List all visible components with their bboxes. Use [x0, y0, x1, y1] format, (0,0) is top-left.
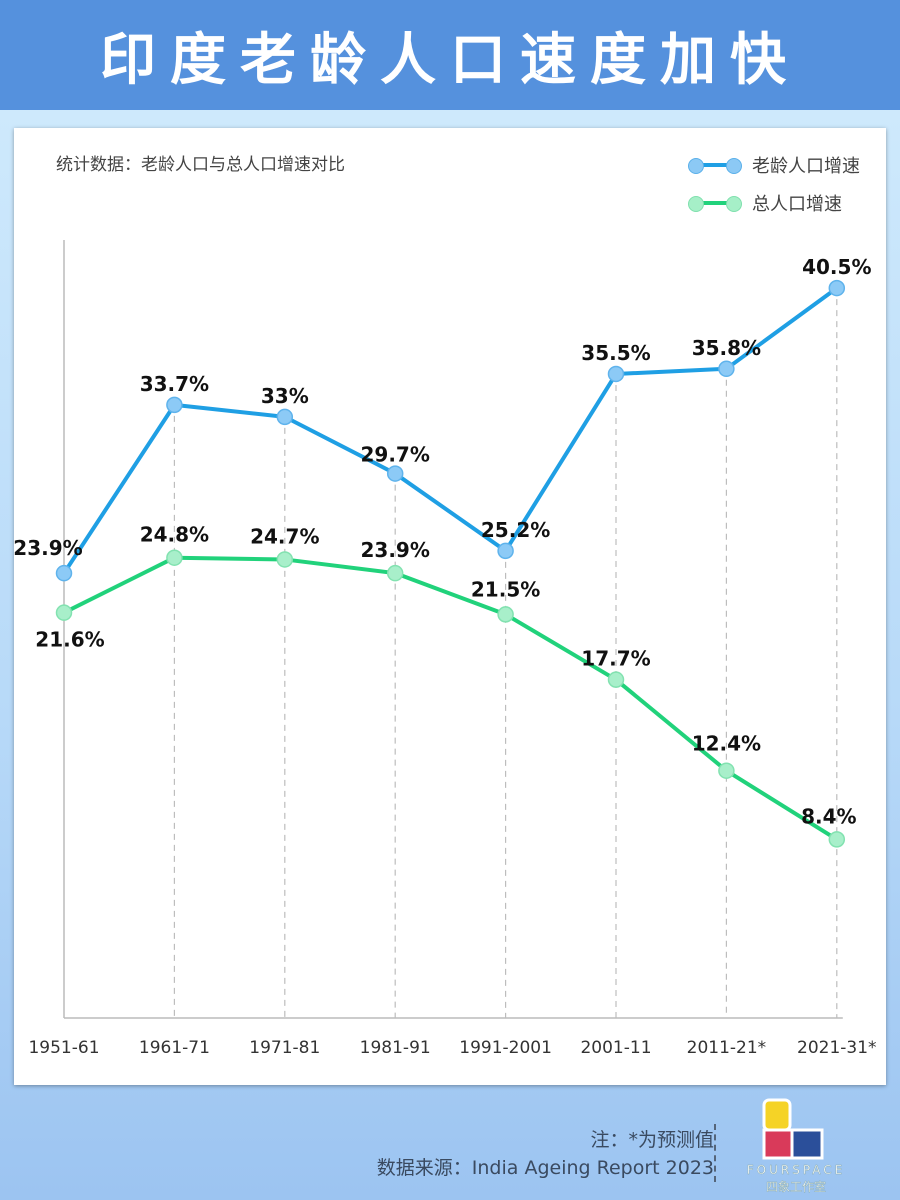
data-point: [607, 365, 625, 383]
x-tick-label: 1951-61: [28, 1038, 99, 1058]
header-banner: 印度老龄人口速度加快: [0, 0, 900, 110]
data-point: [497, 606, 514, 623]
footer-divider: [714, 1124, 716, 1182]
data-label: 24.7%: [250, 524, 319, 548]
legend-item-total: 总人口增速: [688, 184, 860, 222]
data-label: 29.7%: [361, 443, 430, 467]
data-point: [276, 551, 294, 568]
data-point: [718, 360, 735, 378]
data-label: 25.2%: [481, 518, 550, 542]
data-point: [828, 279, 846, 297]
data-source: 数据来源：India Ageing Report 2023: [376, 1157, 714, 1179]
chart-card: 统计数据：老龄人口与总人口增速对比 老龄人口增速 总人口增速: [14, 128, 886, 1085]
data-point: [55, 564, 73, 582]
data-point: [276, 408, 294, 426]
data-label: 21.6%: [35, 628, 104, 652]
data-label: 17.7%: [581, 647, 650, 671]
data-label: 12.4%: [692, 732, 761, 756]
data-label: 35.5%: [581, 341, 650, 365]
data-point: [55, 604, 73, 621]
data-label: 33.7%: [140, 372, 209, 396]
legend-line-icon: [688, 158, 742, 174]
x-tick-label: 2011-21*: [687, 1038, 767, 1058]
data-point: [386, 465, 404, 482]
legend-line-icon: [688, 196, 742, 212]
data-label: 24.8%: [140, 523, 209, 547]
data-label: 23.9%: [361, 538, 430, 562]
x-tick-label: 2021-31*: [797, 1038, 877, 1058]
x-tick-label: 1991-2001: [459, 1038, 552, 1058]
page-title: 印度老龄人口速度加快: [100, 27, 800, 93]
footnote: 注：*为预测值: [590, 1129, 714, 1151]
legend-label: 总人口增速: [752, 194, 842, 215]
data-point: [497, 542, 514, 560]
data-label: 23.9%: [13, 536, 82, 560]
legend-label: 老龄人口增速: [752, 156, 860, 177]
svg-text:四象工作室: 四象工作室: [766, 1179, 826, 1194]
legend-item-elderly: 老龄人口增速: [688, 146, 860, 184]
series-line-1: [63, 555, 838, 842]
data-label: 8.4%: [801, 804, 856, 828]
data-point: [607, 671, 625, 688]
svg-text:FOURSPACE: FOURSPACE: [747, 1163, 846, 1177]
legend: 老龄人口增速 总人口增速: [688, 146, 860, 222]
data-point: [386, 564, 404, 582]
footer-text: 注：*为预测值 数据来源：India Ageing Report 2023: [377, 1126, 714, 1182]
data-label: 33%: [261, 384, 309, 408]
x-tick-label: 1981-91: [360, 1038, 431, 1058]
x-tick-label: 2001-11: [580, 1038, 651, 1058]
data-point: [718, 762, 735, 779]
data-label: 40.5%: [802, 255, 871, 279]
data-point: [828, 831, 846, 848]
chart-title: 统计数据：老龄人口与总人口增速对比: [56, 155, 345, 175]
data-label: 21.5%: [471, 577, 540, 601]
data-label: 35.8%: [692, 336, 761, 360]
data-point: [166, 396, 183, 414]
x-tick-label: 1961-71: [139, 1038, 210, 1058]
series-line-0: [62, 286, 838, 575]
x-tick-label: 1971-81: [249, 1038, 320, 1058]
data-point: [166, 549, 183, 566]
fourspace-logo: FOURSPACE 四象工作室: [740, 1098, 852, 1194]
